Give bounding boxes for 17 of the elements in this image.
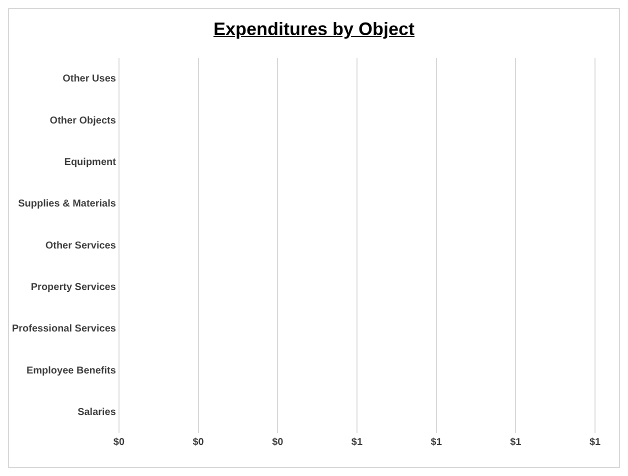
y-tick-label: Employee Benefits xyxy=(26,365,116,376)
y-tick-label: Professional Services xyxy=(12,324,116,335)
x-tick-label: $1 xyxy=(589,436,601,448)
chart-title: Expenditures by Object xyxy=(212,19,416,41)
y-tick-label: Supplies & Materials xyxy=(18,198,116,210)
y-tick-label: Other Services xyxy=(45,240,116,252)
x-tick-label: $1 xyxy=(351,436,363,448)
y-tick-label: Other Uses xyxy=(62,74,116,85)
y-tick-label: Property Services xyxy=(30,282,116,293)
x-tick-label: $0 xyxy=(113,436,125,448)
x-tick-label: $1 xyxy=(430,436,442,448)
x-tick-label: $0 xyxy=(192,436,204,448)
x-tick-label: $1 xyxy=(510,436,522,448)
x-tick-label: $0 xyxy=(272,436,284,448)
y-tick-label: Salaries xyxy=(78,406,116,418)
y-tick-label: Other Objects xyxy=(50,115,116,126)
y-tick-label: Equipment xyxy=(64,156,117,168)
